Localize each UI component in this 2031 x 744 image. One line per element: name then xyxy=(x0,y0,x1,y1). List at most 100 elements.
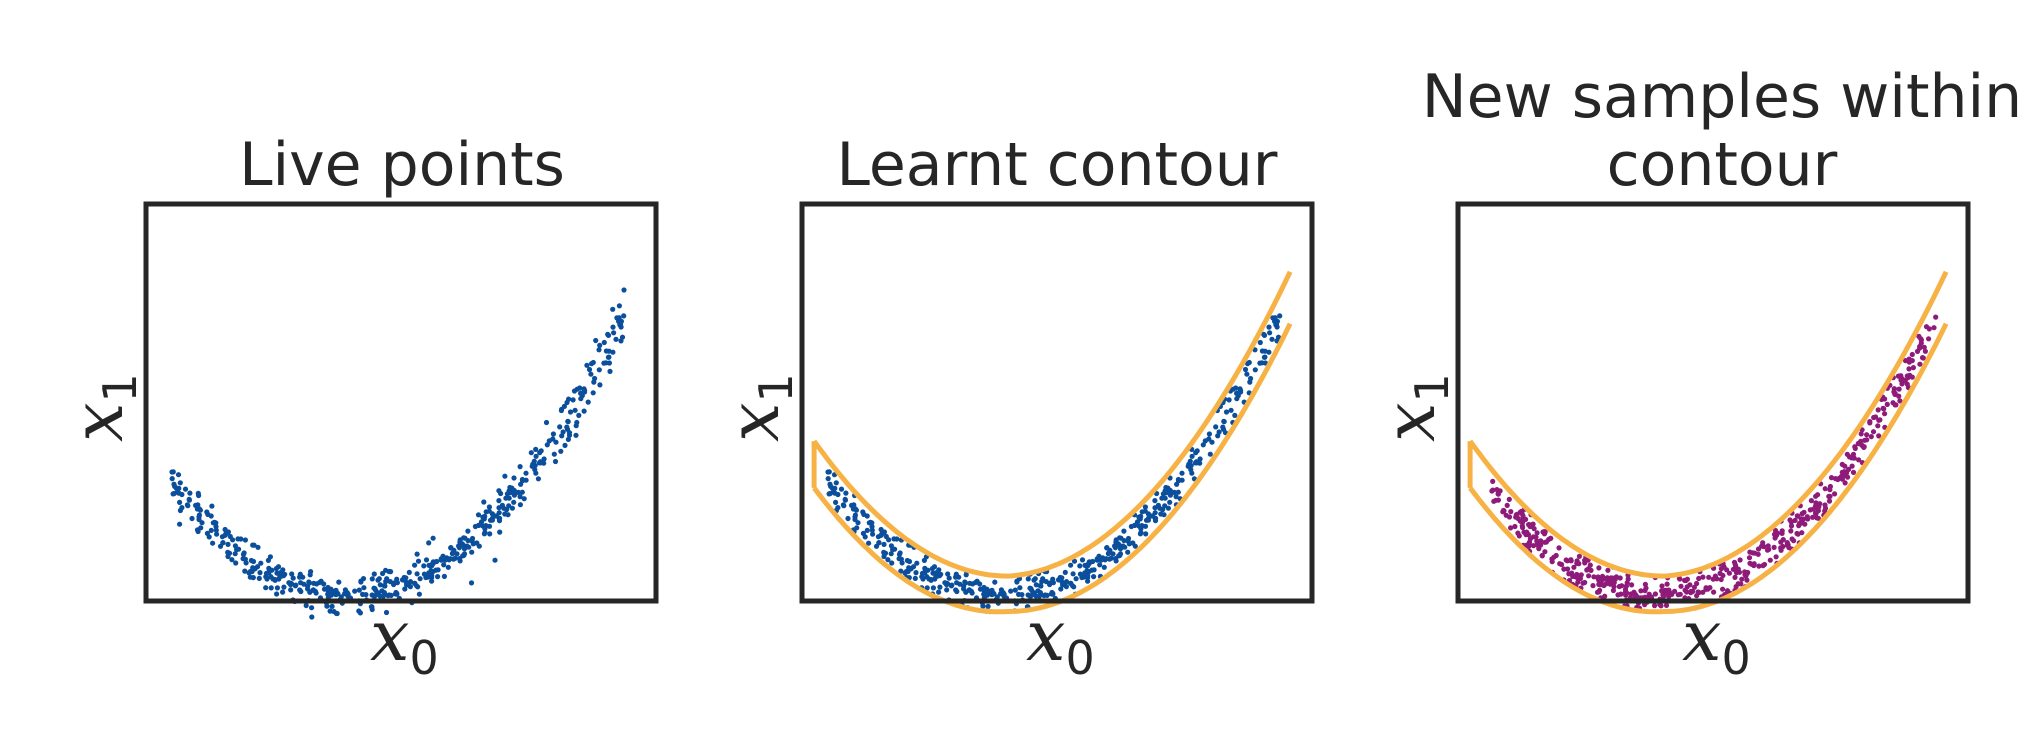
scatter-point xyxy=(175,472,182,478)
scatter-point xyxy=(605,332,612,338)
scatter-point xyxy=(1062,569,1068,576)
scatter-point xyxy=(588,371,594,377)
scatter-point xyxy=(1779,528,1785,534)
scatter-point xyxy=(1534,530,1540,536)
scatter-point xyxy=(597,382,603,388)
scatter-point xyxy=(1077,563,1083,569)
scatter-point xyxy=(435,567,441,573)
scatter-point xyxy=(1870,429,1877,435)
scatter-point xyxy=(1917,345,1923,351)
scatter-point xyxy=(185,503,191,509)
scatter-point xyxy=(946,575,952,581)
scatter-point xyxy=(573,423,579,429)
scatter-point xyxy=(324,603,330,609)
scatter-point xyxy=(1556,545,1562,551)
scatter-point xyxy=(873,543,880,549)
scatter-point xyxy=(1795,513,1801,519)
panel-live-points: Live points x0 x1 xyxy=(57,130,659,685)
scatter-point xyxy=(478,521,484,528)
scatter-point xyxy=(1752,550,1758,556)
scatter-point xyxy=(1096,553,1102,559)
scatter-point xyxy=(1909,358,1915,364)
scatter-point xyxy=(875,534,882,540)
scatter-point xyxy=(1864,437,1870,443)
scatter-point xyxy=(1785,542,1791,548)
scatter-point xyxy=(1726,570,1732,576)
scatter-point xyxy=(372,585,378,592)
scatter-point xyxy=(924,585,930,591)
scatter-point xyxy=(603,348,610,354)
scatter-point xyxy=(205,511,211,517)
scatter-point xyxy=(1270,315,1276,321)
scatter-point xyxy=(394,580,400,586)
scatter-point xyxy=(1890,400,1896,406)
scatter-point xyxy=(250,542,256,548)
scatter-point xyxy=(1495,497,1501,503)
x-axis-label: x0 xyxy=(370,595,439,685)
scatter-point xyxy=(209,503,215,509)
scatter-point xyxy=(177,521,183,527)
scatter-point xyxy=(170,469,176,475)
scatter-point xyxy=(1574,575,1581,581)
scatter-point xyxy=(1244,371,1250,377)
scatter-point xyxy=(445,564,451,570)
scatter-point xyxy=(1827,493,1833,499)
scatter-point xyxy=(1175,476,1181,483)
scatter-point xyxy=(1542,549,1548,555)
panel-learnt-contour: Learnt contour x0 x1 xyxy=(713,130,1315,685)
scatter-point xyxy=(1926,326,1932,332)
scatter-point xyxy=(219,534,225,540)
scatter-point xyxy=(496,488,502,494)
scatter-point xyxy=(1527,522,1533,528)
scatter-point xyxy=(361,585,367,591)
scatter-point xyxy=(1274,318,1280,324)
scatter-point xyxy=(1490,487,1496,493)
scatter-point xyxy=(1844,451,1850,457)
scatter-point xyxy=(541,456,547,462)
scatter-point xyxy=(466,544,472,550)
scatter-point xyxy=(1063,584,1069,590)
scatter-point xyxy=(1895,373,1901,379)
scatter-point xyxy=(913,570,919,576)
scatter-point xyxy=(981,584,987,591)
scatter-point xyxy=(250,575,256,581)
scatter-point xyxy=(1139,523,1145,529)
scatter-point xyxy=(566,430,573,436)
scatter-point xyxy=(1202,438,1208,444)
scatter-point xyxy=(289,571,295,577)
scatter-point xyxy=(381,583,387,589)
scatter-point xyxy=(881,549,887,556)
scatter-point xyxy=(1197,460,1203,466)
scatter-point xyxy=(177,507,183,514)
scatter-point xyxy=(1732,574,1738,581)
scatter-point xyxy=(222,526,228,533)
scatter-point xyxy=(1557,561,1563,567)
scatter-point xyxy=(1145,515,1151,521)
scatter-point xyxy=(311,580,317,586)
scatter-point xyxy=(937,584,943,590)
scatter-point xyxy=(232,543,238,549)
scatter-point xyxy=(936,589,942,595)
scatter-point xyxy=(1796,523,1802,529)
y-axis-label: x1 xyxy=(1369,373,1459,442)
scatter-point xyxy=(387,579,393,585)
scatter-point xyxy=(486,504,492,510)
scatter-point xyxy=(1165,505,1171,511)
scatter-point xyxy=(507,484,513,491)
scatter-point xyxy=(440,553,446,559)
scatter-point xyxy=(1832,476,1839,482)
scatter-point xyxy=(610,306,616,312)
panel-new-samples: New samples within contour x0 x1 xyxy=(1369,62,2022,685)
scatter-point xyxy=(306,580,313,586)
scatter-point xyxy=(962,580,969,586)
scatter-point xyxy=(967,580,973,586)
scatter-point xyxy=(892,546,898,552)
scatter-point xyxy=(528,450,534,456)
x-axis-label: x0 xyxy=(1682,595,1751,685)
scatter-point xyxy=(1700,574,1706,580)
scatter-point xyxy=(888,551,894,557)
scatter-point xyxy=(421,571,427,577)
scatter-point xyxy=(1582,557,1588,563)
scatter-point xyxy=(374,590,380,597)
